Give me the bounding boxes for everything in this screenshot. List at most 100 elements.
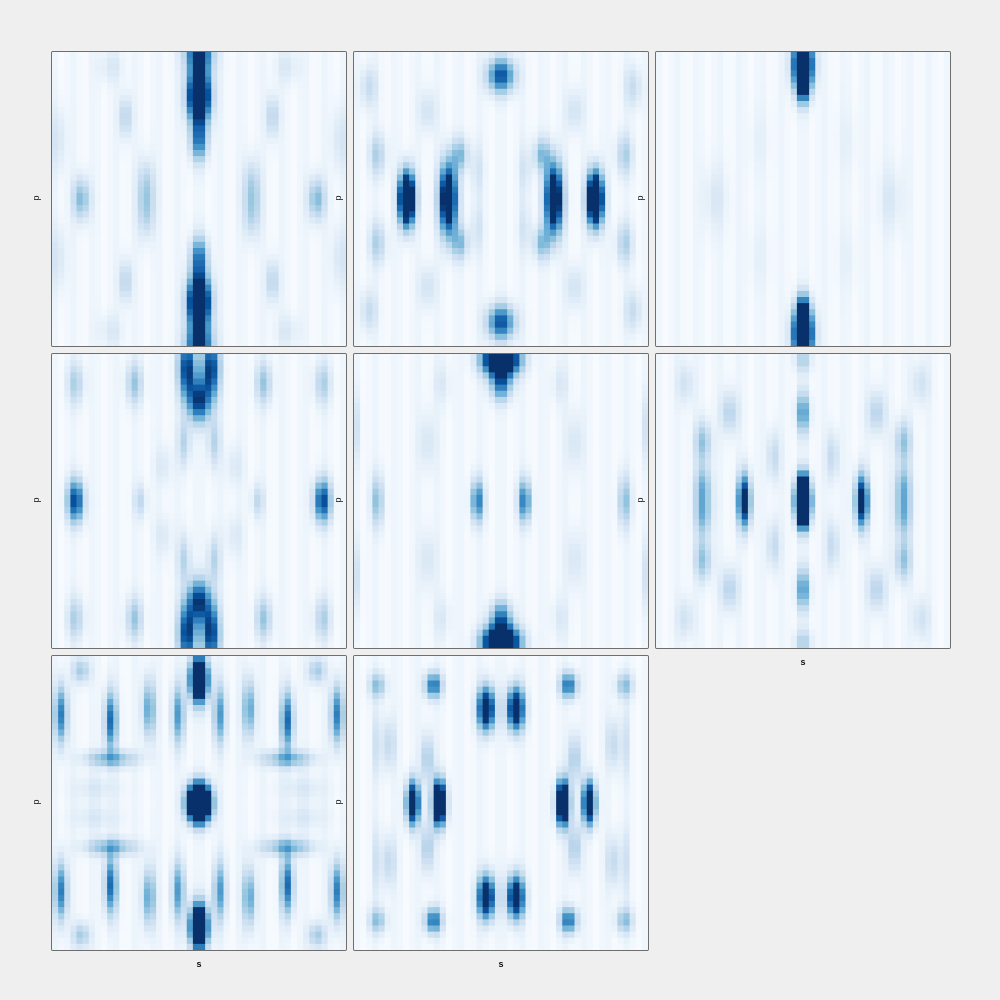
heatmap-cell bbox=[617, 199, 625, 206]
heatmap-cell bbox=[290, 278, 298, 286]
heatmap-cell bbox=[235, 327, 243, 335]
heatmap-cell bbox=[131, 150, 139, 157]
heatmap-cell bbox=[272, 303, 280, 310]
heatmap-cell bbox=[223, 248, 231, 255]
heatmap-cell bbox=[303, 186, 310, 194]
heatmap-cell bbox=[845, 64, 853, 71]
heatmap-cell bbox=[580, 64, 588, 71]
heatmap-cell bbox=[278, 321, 286, 329]
heatmap-cell bbox=[894, 58, 902, 65]
heatmap-cell bbox=[64, 327, 71, 335]
heatmap-cell bbox=[439, 241, 447, 249]
heatmap-cell bbox=[617, 119, 625, 127]
heatmap-cell bbox=[439, 303, 447, 310]
heatmap-cell bbox=[378, 192, 386, 200]
heatmap-cell bbox=[445, 254, 453, 261]
heatmap-cell bbox=[315, 309, 323, 316]
heatmap-cell bbox=[372, 162, 380, 169]
heatmap-cell bbox=[482, 248, 490, 255]
heatmap-cell bbox=[211, 64, 218, 71]
heatmap-cell bbox=[378, 278, 386, 286]
heatmap-cell bbox=[162, 58, 169, 65]
heatmap-cell bbox=[568, 162, 576, 169]
heatmap-cell bbox=[482, 94, 490, 102]
heatmap-cell bbox=[513, 156, 520, 163]
heatmap-cell bbox=[156, 192, 163, 200]
heatmap-cell bbox=[550, 125, 557, 133]
heatmap-cell bbox=[303, 94, 310, 102]
heatmap-cell bbox=[611, 333, 618, 341]
heatmap-cell bbox=[421, 94, 429, 102]
heatmap-cell bbox=[513, 192, 520, 200]
heatmap-cell bbox=[760, 64, 767, 71]
heatmap-cell bbox=[439, 119, 447, 127]
heatmap-cell bbox=[543, 297, 551, 304]
heatmap-cell bbox=[278, 284, 286, 292]
heatmap-cell bbox=[494, 321, 502, 329]
heatmap-cell bbox=[470, 192, 478, 200]
heatmap-cell bbox=[211, 174, 218, 182]
heatmap-cell bbox=[162, 192, 169, 200]
heatmap-cell bbox=[439, 309, 447, 316]
heatmap-cell bbox=[125, 125, 133, 133]
heatmap-cell bbox=[113, 254, 120, 261]
heatmap-cell bbox=[641, 137, 648, 145]
heatmap-cell bbox=[290, 254, 298, 261]
heatmap-cell bbox=[556, 260, 563, 267]
heatmap-cell bbox=[254, 339, 261, 346]
heatmap-cell bbox=[611, 58, 618, 65]
heatmap-cell bbox=[629, 229, 637, 237]
heatmap-cell bbox=[396, 260, 404, 267]
heatmap-cell bbox=[131, 303, 139, 310]
heatmap-cell bbox=[266, 315, 274, 323]
heatmap-cell bbox=[241, 162, 249, 169]
heatmap-cell bbox=[507, 284, 514, 292]
heatmap-cell bbox=[711, 76, 718, 84]
heatmap-cell bbox=[513, 58, 520, 65]
heatmap-cell bbox=[556, 174, 563, 182]
heatmap-cell bbox=[235, 229, 243, 237]
heatmap-cell bbox=[741, 82, 749, 90]
heatmap-cell bbox=[290, 76, 298, 84]
heatmap-cell bbox=[562, 101, 569, 108]
heatmap-cell bbox=[507, 278, 514, 286]
heatmap-cell bbox=[143, 113, 151, 120]
heatmap-cell bbox=[315, 290, 323, 298]
heatmap-cell bbox=[617, 162, 625, 169]
heatmap-cell bbox=[599, 254, 606, 261]
heatmap-cell bbox=[94, 223, 102, 231]
heatmap-cell bbox=[156, 101, 163, 108]
heatmap-cell bbox=[635, 192, 643, 200]
heatmap-cell bbox=[260, 174, 267, 182]
heatmap-cell bbox=[297, 284, 304, 292]
heatmap-cell bbox=[421, 309, 429, 316]
heatmap-cell bbox=[366, 168, 373, 176]
heatmap-cell bbox=[278, 150, 286, 157]
heatmap-cell bbox=[150, 52, 157, 59]
heatmap-cell bbox=[143, 143, 151, 151]
heatmap-cell bbox=[101, 174, 108, 182]
heatmap-cell bbox=[199, 217, 206, 225]
heatmap-cell bbox=[339, 52, 346, 59]
heatmap-cell bbox=[433, 303, 441, 310]
heatmap-cell bbox=[513, 125, 520, 133]
heatmap-cell bbox=[266, 180, 274, 188]
heatmap-cell bbox=[901, 58, 908, 65]
heatmap-cell bbox=[174, 199, 182, 206]
heatmap-cell bbox=[845, 70, 853, 78]
heatmap-cell bbox=[297, 229, 304, 237]
heatmap-cell bbox=[76, 70, 84, 78]
heatmap-cell bbox=[372, 290, 380, 298]
heatmap-cell bbox=[629, 235, 637, 243]
heatmap-cell bbox=[611, 70, 618, 78]
heatmap-cell bbox=[531, 241, 539, 249]
heatmap-cell bbox=[439, 64, 447, 71]
heatmap-cell bbox=[396, 58, 404, 65]
heatmap-cell bbox=[107, 70, 114, 78]
heatmap-cell bbox=[574, 229, 582, 237]
heatmap-cell bbox=[125, 192, 133, 200]
heatmap-cell bbox=[339, 321, 346, 329]
heatmap-cell bbox=[52, 339, 59, 346]
heatmap-cell bbox=[248, 143, 255, 151]
heatmap-cell bbox=[439, 101, 447, 108]
